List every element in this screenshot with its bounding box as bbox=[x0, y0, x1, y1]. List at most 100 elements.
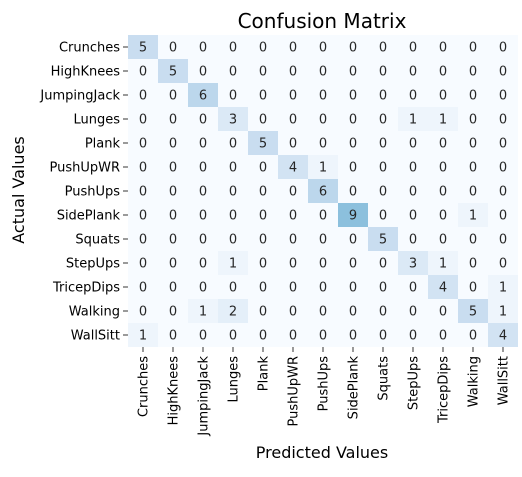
cell-value-label: 3 bbox=[409, 257, 417, 272]
cell-value-label: 9 bbox=[349, 209, 357, 224]
cell-value-label: 0 bbox=[199, 329, 207, 344]
heatmap-cell bbox=[188, 35, 218, 59]
heatmap-cell bbox=[368, 275, 398, 299]
heatmap-cell bbox=[248, 155, 278, 179]
heatmap-cell bbox=[488, 59, 518, 83]
cell-value-label: 0 bbox=[139, 305, 147, 320]
heatmap-cell bbox=[308, 323, 338, 347]
heatmap-cell bbox=[458, 59, 488, 83]
heatmap-cell bbox=[368, 35, 398, 59]
heatmap-cell bbox=[128, 323, 158, 347]
heatmap-cell bbox=[458, 155, 488, 179]
cell-value-label: 0 bbox=[229, 65, 237, 80]
cell-value-label: 0 bbox=[439, 137, 447, 152]
heatmap-cell bbox=[368, 59, 398, 83]
heatmap-cell bbox=[338, 83, 368, 107]
cell-value-label: 0 bbox=[199, 281, 207, 296]
heatmap-cell bbox=[128, 227, 158, 251]
heatmap-cell bbox=[278, 227, 308, 251]
cell-value-label: 0 bbox=[409, 65, 417, 80]
heatmap-cell bbox=[398, 107, 428, 131]
cell-value-label: 0 bbox=[379, 137, 387, 152]
cell-value-label: 0 bbox=[349, 329, 357, 344]
cell-value-label: 0 bbox=[409, 209, 417, 224]
heatmap-cell bbox=[278, 59, 308, 83]
heatmap-cell bbox=[188, 107, 218, 131]
y-tick-label: WallSitt bbox=[71, 329, 120, 344]
cell-value-label: 0 bbox=[199, 161, 207, 176]
heatmap-cell bbox=[488, 35, 518, 59]
cell-value-label: 4 bbox=[439, 281, 447, 296]
heatmap-cell bbox=[218, 275, 248, 299]
cell-value-label: 0 bbox=[259, 329, 267, 344]
heatmap-cell bbox=[308, 179, 338, 203]
cell-value-label: 0 bbox=[139, 113, 147, 128]
cell-value-label: 0 bbox=[259, 113, 267, 128]
heatmap-cell bbox=[308, 83, 338, 107]
heatmap-cell bbox=[458, 83, 488, 107]
cell-value-label: 1 bbox=[229, 257, 237, 272]
cell-value-label: 0 bbox=[349, 89, 357, 104]
cell-value-label: 5 bbox=[469, 305, 477, 320]
heatmap-cell bbox=[428, 35, 458, 59]
cell-value-label: 0 bbox=[169, 41, 177, 56]
cell-value-label: 0 bbox=[319, 305, 327, 320]
cell-value-label: 0 bbox=[379, 41, 387, 56]
cell-value-label: 0 bbox=[499, 89, 507, 104]
y-tick-label: JumpingJack bbox=[39, 89, 120, 104]
heatmap-cell bbox=[158, 131, 188, 155]
cell-value-label: 0 bbox=[439, 65, 447, 80]
heatmap-cell bbox=[158, 299, 188, 323]
cell-value-label: 0 bbox=[469, 161, 477, 176]
cell-value-label: 0 bbox=[469, 281, 477, 296]
heatmap-cell bbox=[128, 131, 158, 155]
heatmap-cell bbox=[368, 83, 398, 107]
heatmap-cell bbox=[128, 203, 158, 227]
heatmap-cell bbox=[278, 83, 308, 107]
cell-value-label: 0 bbox=[499, 41, 507, 56]
heatmap-cell bbox=[428, 299, 458, 323]
heatmap-cell bbox=[188, 323, 218, 347]
cell-value-label: 0 bbox=[319, 89, 327, 104]
cell-value-label: 0 bbox=[169, 233, 177, 248]
heatmap-cell bbox=[488, 107, 518, 131]
heatmap-cell bbox=[338, 131, 368, 155]
heatmap-cell bbox=[338, 203, 368, 227]
heatmap-cell bbox=[428, 251, 458, 275]
cell-value-label: 0 bbox=[469, 65, 477, 80]
cell-value-label: 0 bbox=[499, 209, 507, 224]
heatmap-cell bbox=[428, 83, 458, 107]
cell-value-label: 0 bbox=[199, 185, 207, 200]
cell-value-label: 0 bbox=[199, 65, 207, 80]
heatmap-cell bbox=[158, 179, 188, 203]
cell-value-label: 0 bbox=[229, 161, 237, 176]
heatmap-cell bbox=[398, 131, 428, 155]
heatmap-cell bbox=[158, 59, 188, 83]
heatmap-cell bbox=[278, 131, 308, 155]
cell-value-label: 0 bbox=[349, 137, 357, 152]
cell-value-label: 0 bbox=[319, 41, 327, 56]
cell-value-label: 1 bbox=[409, 113, 417, 128]
cell-value-label: 0 bbox=[199, 233, 207, 248]
x-tick-label: Plank bbox=[257, 356, 272, 392]
cell-value-label: 0 bbox=[259, 161, 267, 176]
cell-value-label: 0 bbox=[139, 281, 147, 296]
cell-value-label: 0 bbox=[439, 233, 447, 248]
cell-value-label: 0 bbox=[379, 185, 387, 200]
cell-value-label: 0 bbox=[169, 113, 177, 128]
heatmap-cell bbox=[338, 35, 368, 59]
cell-value-label: 0 bbox=[469, 233, 477, 248]
heatmap-cell bbox=[398, 323, 428, 347]
heatmap-cell bbox=[158, 227, 188, 251]
cell-value-label: 0 bbox=[319, 209, 327, 224]
cell-value-label: 1 bbox=[499, 281, 507, 296]
heatmap-cell bbox=[428, 107, 458, 131]
y-tick-label: PushUps bbox=[65, 185, 121, 200]
heatmap-cell bbox=[278, 155, 308, 179]
cell-value-label: 0 bbox=[319, 65, 327, 80]
cell-value-label: 0 bbox=[499, 161, 507, 176]
heatmap-cell bbox=[458, 299, 488, 323]
cell-value-label: 0 bbox=[409, 281, 417, 296]
heatmap-cell bbox=[368, 179, 398, 203]
cell-value-label: 0 bbox=[319, 137, 327, 152]
